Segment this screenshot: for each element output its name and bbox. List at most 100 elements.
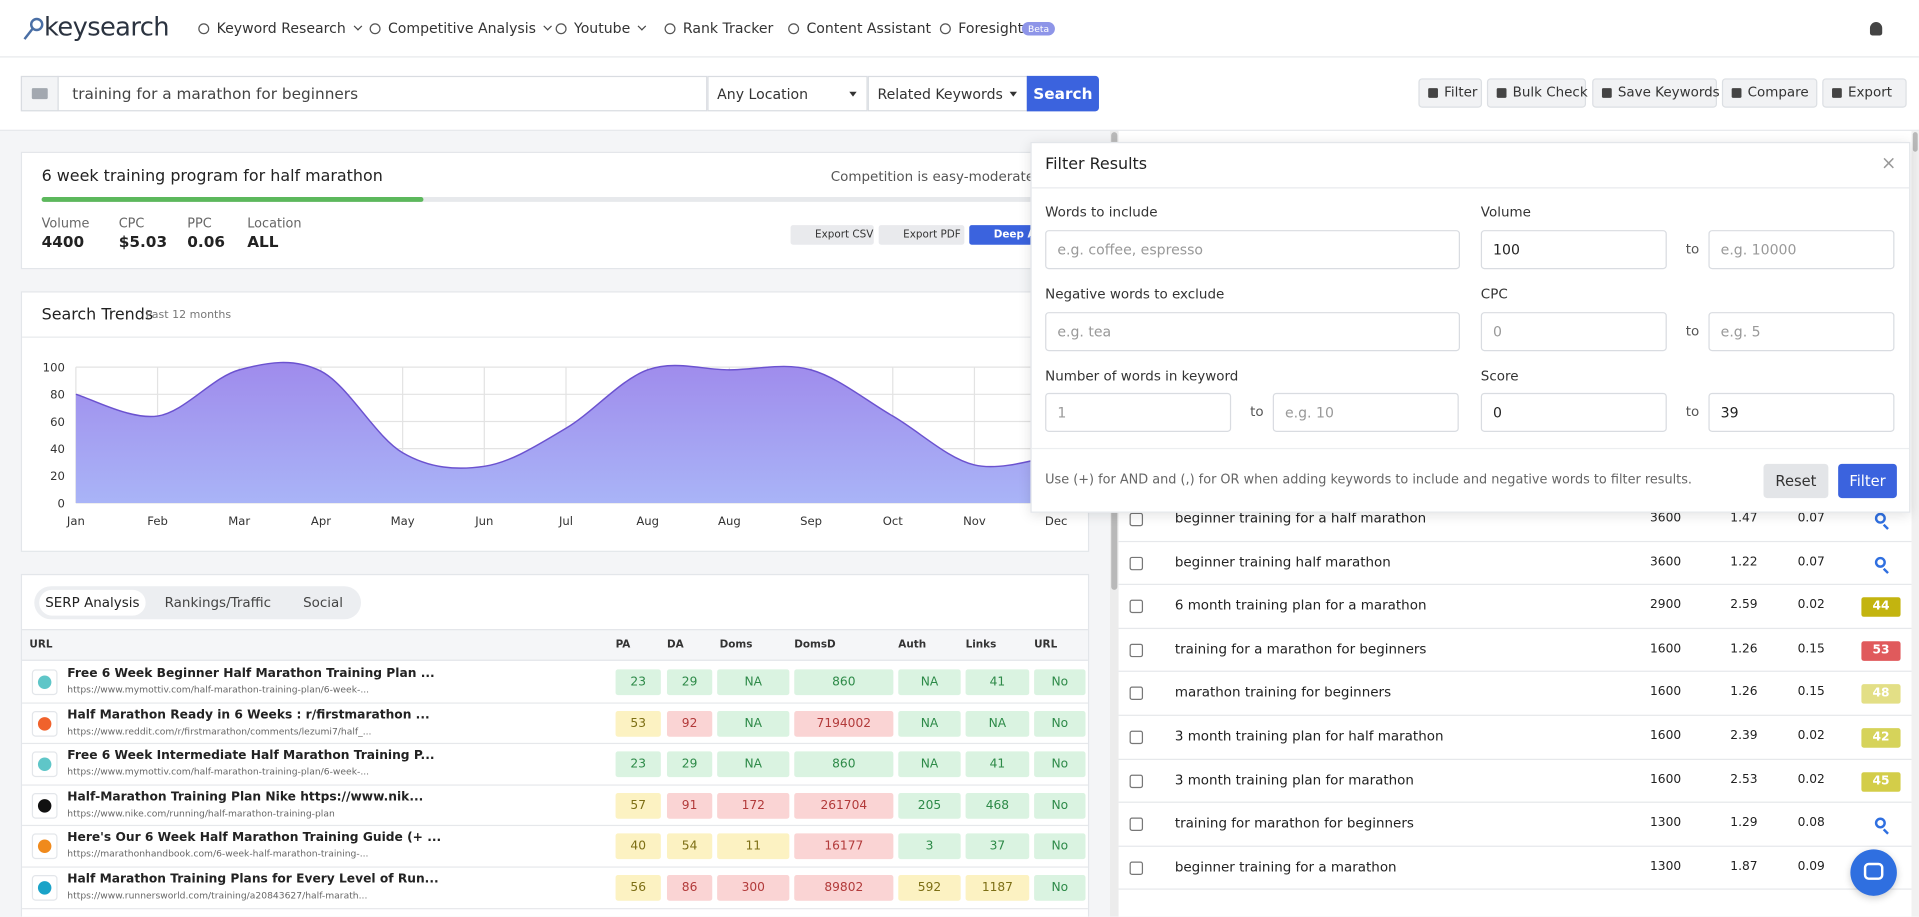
serp-title[interactable]: Here's Our 6 Week Half Marathon Training… xyxy=(67,831,441,844)
scrollbar-right xyxy=(1912,131,1919,917)
favicon-mark xyxy=(38,676,51,689)
select-caret xyxy=(1010,92,1017,97)
serp-title[interactable]: Free 6 Week Intermediate Half Marathon T… xyxy=(67,749,434,762)
serp-title[interactable]: Half-Marathon Training Plan Nike https:/… xyxy=(67,790,423,803)
user-icon[interactable] xyxy=(1870,22,1882,35)
keyword-cpc: 1.22 xyxy=(1719,555,1768,568)
keyword-volume: 1600 xyxy=(1641,642,1690,655)
keyword-text[interactable]: 3 month training plan for half marathon xyxy=(1175,728,1444,744)
favicon-mark xyxy=(38,717,51,730)
folder-icon xyxy=(32,88,48,99)
keyword-cpc: 2.59 xyxy=(1719,599,1768,612)
score-badge: 45 xyxy=(1861,772,1900,792)
filter-input[interactable]: 39 xyxy=(1708,393,1894,432)
keyword-text[interactable]: 6 month training plan for a marathon xyxy=(1175,597,1427,613)
filter-input[interactable]: e.g. tea xyxy=(1045,311,1460,350)
filter-input[interactable]: 100 xyxy=(1481,230,1667,269)
serp-cell: NA xyxy=(717,669,789,695)
search-icon[interactable] xyxy=(1875,513,1886,524)
serp-tab[interactable]: Social xyxy=(290,590,356,616)
card-button[interactable]: Export PDF xyxy=(879,225,965,245)
to-label: to xyxy=(1677,322,1709,338)
row-checkbox[interactable] xyxy=(1130,687,1143,700)
toolbar-button[interactable]: Filter xyxy=(1418,78,1482,107)
nav-item[interactable]: Content Assistant xyxy=(806,20,931,37)
serp-cell: NA xyxy=(898,669,960,695)
row-checkbox[interactable] xyxy=(1130,643,1143,656)
row-checkbox[interactable] xyxy=(1130,774,1143,787)
row-checkbox[interactable] xyxy=(1130,556,1143,569)
stat-label: Location xyxy=(247,217,301,232)
reset-button[interactable]: Reset xyxy=(1763,464,1828,498)
nav-item[interactable]: Rank Tracker xyxy=(683,20,773,37)
filter-input[interactable]: 0 xyxy=(1481,393,1667,432)
serp-tab[interactable]: SERP Analysis xyxy=(39,590,145,616)
search-select[interactable]: Related Keywords xyxy=(868,76,1028,111)
serp-title[interactable]: Half Marathon Ready in 6 Weeks : r/first… xyxy=(67,708,429,721)
row-checkbox[interactable] xyxy=(1130,861,1143,874)
serp-cell: NA xyxy=(898,752,960,778)
keyword-text[interactable]: 3 month training plan for marathon xyxy=(1175,772,1414,788)
keyword-text[interactable]: training for marathon for beginners xyxy=(1175,815,1414,831)
serp-column: Links xyxy=(966,639,997,651)
row-checkbox[interactable] xyxy=(1130,600,1143,613)
logo[interactable]: keysearch xyxy=(44,12,169,41)
keyword-cpc: 1.26 xyxy=(1719,686,1768,699)
filter-input[interactable]: e.g. 10000 xyxy=(1708,230,1894,269)
serp-cell: 56 xyxy=(616,875,661,901)
keyword-volume: 1300 xyxy=(1641,817,1690,830)
keyword-text[interactable]: beginner training half marathon xyxy=(1175,554,1391,570)
row-checkbox[interactable] xyxy=(1130,513,1143,526)
search-select[interactable]: Any Location xyxy=(707,76,867,111)
chevron xyxy=(543,22,552,31)
x-tick-label: Apr xyxy=(311,514,331,528)
toolbar-button[interactable]: Export xyxy=(1822,78,1906,107)
apply-filter-button[interactable]: Filter xyxy=(1838,464,1897,498)
nav-item[interactable]: Youtube xyxy=(574,20,645,37)
toolbar-button[interactable]: Save Keywords xyxy=(1592,78,1717,107)
x-tick-label: Jul xyxy=(558,514,573,528)
serp-title[interactable]: Free 6 Week Beginner Half Marathon Train… xyxy=(67,667,434,680)
stat-value: ALL xyxy=(247,233,278,251)
top-nav: keysearch Keyword Research Competitive Ana… xyxy=(0,0,1919,58)
filter-input[interactable]: e.g. coffee, espresso xyxy=(1045,230,1460,269)
toolbar-button[interactable]: Compare xyxy=(1722,78,1817,107)
serp-cell: No xyxy=(1034,752,1085,778)
serp-cell: 86 xyxy=(667,875,712,901)
beta-badge: Beta xyxy=(1022,22,1055,35)
serp-title[interactable]: Half Marathon Training Plans for Every L… xyxy=(67,873,438,886)
search-button[interactable]: Search xyxy=(1027,76,1099,111)
y-tick-label: 40 xyxy=(50,442,65,456)
row-checkbox[interactable] xyxy=(1130,818,1143,831)
x-tick-label: Aug xyxy=(718,514,741,528)
filter-input[interactable]: 1 xyxy=(1045,393,1231,432)
serp-column: DA xyxy=(667,639,684,651)
toolbar-button[interactable]: Bulk Check xyxy=(1487,78,1586,107)
keyword-cpc: 2.39 xyxy=(1719,729,1768,742)
keyword-text[interactable]: marathon training for beginners xyxy=(1175,685,1391,701)
toolbar-icon xyxy=(1732,88,1742,98)
filter-divider xyxy=(1032,187,1909,188)
keyword-text[interactable]: beginner training for a marathon xyxy=(1175,859,1397,875)
filter-close[interactable]: × xyxy=(1881,152,1896,174)
filter-input[interactable]: e.g. 5 xyxy=(1708,311,1894,350)
serp-cell: 41 xyxy=(966,669,1030,695)
card-button[interactable]: Export CSV xyxy=(791,225,874,245)
stat-value: 4400 xyxy=(42,233,85,251)
nav-icon xyxy=(665,23,676,34)
nav-item[interactable]: Keyword Research xyxy=(217,20,361,37)
search-input[interactable]: training for a marathon for beginners xyxy=(58,76,708,111)
row-checkbox[interactable] xyxy=(1130,731,1143,744)
keyword-text[interactable]: training for a marathon for beginners xyxy=(1175,641,1427,657)
filter-input[interactable]: e.g. 10 xyxy=(1273,393,1459,432)
nav-item[interactable]: Foresight xyxy=(958,20,1023,37)
search-icon[interactable] xyxy=(1875,556,1886,567)
serp-tab[interactable]: Rankings/Traffic xyxy=(153,590,283,616)
nav-item[interactable]: Competitive Analysis xyxy=(388,20,551,37)
serp-cell: 92 xyxy=(667,711,712,737)
serp-cell: 23 xyxy=(616,752,661,778)
chat-button[interactable] xyxy=(1850,849,1897,896)
serp-cell: 468 xyxy=(966,793,1030,819)
filter-input[interactable]: 0 xyxy=(1481,311,1667,350)
